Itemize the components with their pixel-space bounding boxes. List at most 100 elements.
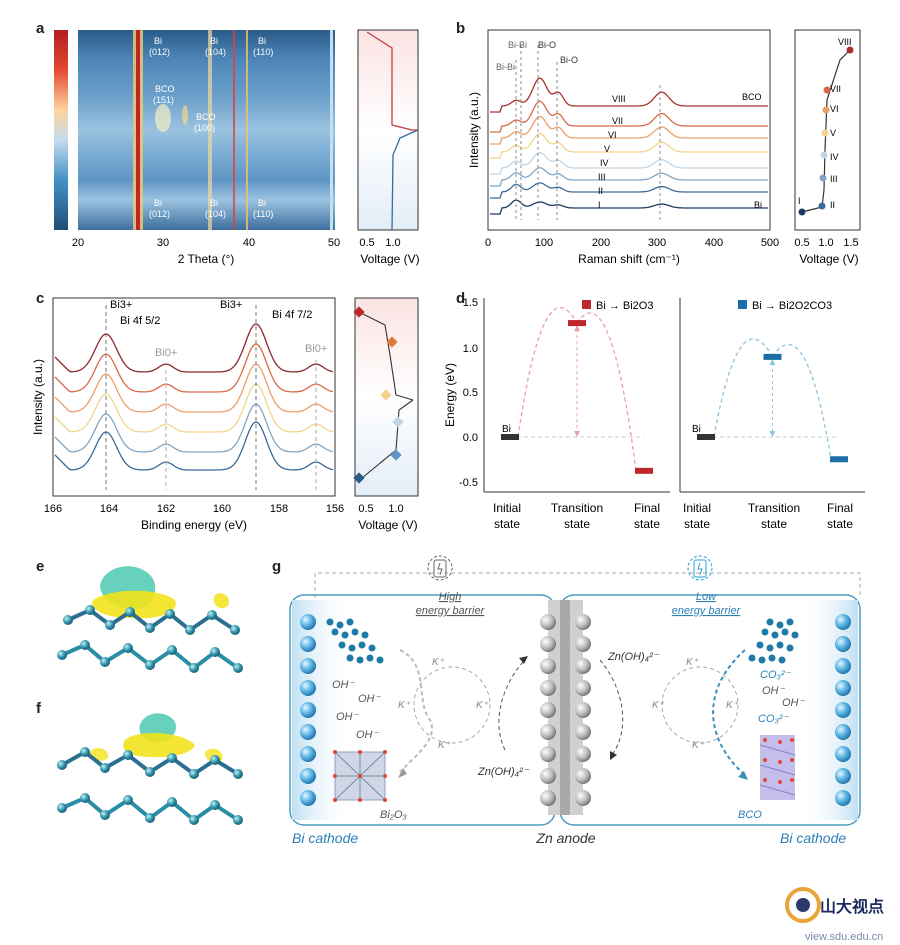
g-k: K⁺ [476, 700, 489, 711]
panel-label-d: d [456, 290, 466, 307]
a-peak-bot-0: Bi (012) [149, 198, 170, 219]
b-state: V [830, 128, 836, 138]
d-x-label: Final [827, 501, 853, 515]
a-peak-mid-1: BCO (100) [194, 112, 216, 133]
d-legend-left: Bi → Bi2O3 [596, 300, 653, 312]
b-curve-label: VIII [612, 94, 626, 104]
xrd-heatmap [78, 30, 335, 230]
bi-atom [835, 636, 851, 652]
a-vtick: 0.5 [359, 237, 374, 249]
b-vtick: 1.5 [843, 237, 858, 249]
c-xps-curve [54, 383, 334, 433]
b-raman-curve [490, 132, 768, 159]
bi-atom [835, 768, 851, 784]
zn-atom [575, 614, 591, 630]
d-x-label: state [494, 517, 520, 531]
b-annot: Bi-O [560, 55, 578, 65]
g-oh: OH⁻ [336, 711, 360, 723]
c-xps-curve [54, 363, 334, 413]
bi2o3-crystal [333, 750, 387, 802]
g-k: K⁺ [438, 740, 451, 751]
b-vtick: 1.0 [818, 237, 833, 249]
bi-atom [300, 680, 316, 696]
d-x-label: Transition [748, 501, 800, 515]
left-cluster [326, 618, 384, 664]
d-x-label: state [684, 517, 710, 531]
zn-atom [540, 614, 556, 630]
panel-a: Bi (012) Bi (104) Bi (110) BCO (151) BCO (100… [54, 29, 420, 266]
zn-atom [575, 658, 591, 674]
bi-atom [835, 790, 851, 806]
b-annot: Bi-O [538, 40, 556, 50]
c-state-markers [353, 306, 404, 484]
b-state: IV [830, 152, 839, 162]
zn-atom [540, 636, 556, 652]
b-curve-label: I [598, 200, 601, 210]
c-state-marker [386, 336, 398, 348]
c-xtick: 156 [326, 503, 344, 515]
b-vtick: 0.5 [794, 237, 809, 249]
panel-b: Bi-Bi Bi-Bi Bi-O Bi-O VIII VII VI V IV I… [467, 29, 861, 266]
g-oh: OH⁻ [356, 729, 380, 741]
g-oh-right: OH⁻ [762, 685, 786, 697]
zn-atom [575, 702, 591, 718]
c-v-axis-title: Voltage (V) [358, 518, 417, 532]
panel-e-render [57, 566, 243, 673]
b-state: VII [830, 84, 841, 94]
b-state-marker [823, 86, 831, 94]
bi-atom [835, 702, 851, 718]
g-zincate: Zn(OH)₄²⁻ [477, 766, 530, 778]
d-x-label: state [564, 517, 590, 531]
c-state-marker [392, 416, 404, 428]
b-annot: Bi-Bi [508, 40, 527, 50]
c-vtick: 0.5 [358, 503, 373, 515]
d-path [517, 307, 578, 438]
d-legend-swatch-right [738, 300, 747, 309]
bi-atom [835, 658, 851, 674]
d-ytick: 1.0 [463, 343, 478, 355]
d-x-label: Final [634, 501, 660, 515]
bi-atom [300, 790, 316, 806]
g-oh-right: OH⁻ [782, 697, 806, 709]
c-state-marker [353, 472, 365, 484]
g-k: K⁺ [398, 700, 411, 711]
zn-atom [540, 768, 556, 784]
g-k: K⁺ [686, 657, 699, 668]
a-xtick: 20 [72, 237, 84, 249]
d-legend-right: Bi → Bi2O2CO3 [752, 300, 832, 312]
d-bi-label: Bi [502, 424, 511, 435]
panel-f-render [57, 713, 243, 825]
c-plot-frame [52, 297, 336, 497]
d-x-label: state [761, 517, 787, 531]
bi-atom [300, 724, 316, 740]
bi-atom [300, 636, 316, 652]
b-raman-curve [490, 151, 768, 175]
b-state-marker [820, 151, 828, 159]
zn-anode-atoms [540, 614, 591, 806]
b-xtick: 400 [705, 237, 723, 249]
bi-atom [300, 702, 316, 718]
b-plot-frame [487, 29, 771, 231]
zn-atom [575, 768, 591, 784]
b-xtick: 0 [485, 237, 491, 249]
g-co3: CO₃²⁻ [758, 713, 790, 725]
a-x-axis-title: 2 Theta (°) [178, 252, 235, 266]
b-raman-curve [490, 167, 768, 187]
bi-atom [300, 768, 316, 784]
d-energy-chart [501, 307, 848, 474]
g-bi2o3: Bi₂O₃ [380, 809, 408, 821]
d-ytick: 1.5 [463, 297, 478, 309]
panel-label-g: g [272, 558, 282, 575]
b-xtick: 200 [592, 237, 610, 249]
bi-atom [835, 680, 851, 696]
d-level-transition [763, 353, 782, 360]
watermark-logo: 山大视点 view.sdu.edu.cn [785, 887, 884, 943]
zn-atom [540, 724, 556, 740]
g-bi-cathode-right: Bi cathode [780, 830, 846, 846]
panel-label-a: a [36, 20, 45, 37]
c-vtick: 1.0 [388, 503, 403, 515]
b-raman-curves [490, 77, 768, 215]
b-x-axis-title: Raman shift (cm⁻¹) [578, 252, 680, 266]
zn-atom [575, 790, 591, 806]
c-y-axis-title: Intensity (a.u.) [31, 359, 45, 435]
